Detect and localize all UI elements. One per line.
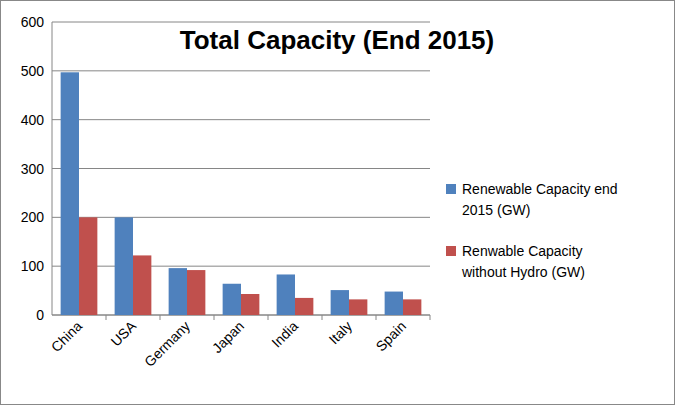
bar [61,72,79,315]
legend-swatch [446,246,456,256]
y-tick-label: 0 [36,307,44,323]
x-tick-label: Italy [326,318,355,347]
bars [61,72,422,315]
grid-line [52,119,430,120]
legend-line: Renwable Capacity [462,243,583,259]
y-tick-label: 500 [21,63,45,79]
x-tick [322,315,323,320]
bar [223,284,241,315]
x-tick-label: China [48,318,85,355]
chart: 0 100 200 300 400 500 600 China USAGermany Japan I… [0,0,675,405]
x-tick [430,315,431,320]
legend-line: without Hydro (GW) [461,264,585,280]
y-tick-label: 100 [21,258,45,274]
legend-swatch [446,184,456,194]
y-tick-label: 200 [21,209,45,225]
grid-line [52,70,430,71]
bar [331,290,349,315]
bar [403,299,421,315]
legend-line: 2015 (GW) [462,202,530,218]
x-tick-label: Germany [141,318,193,370]
grid-line [52,266,430,267]
y-tick-label: 400 [21,112,45,128]
y-tick-label: 300 [21,161,45,177]
bar [115,217,133,315]
bar [349,299,367,315]
y-axis [52,22,53,315]
y-tick-label: 600 [21,14,45,30]
x-tick [214,315,215,320]
x-tick [376,315,377,320]
frame [1,1,675,405]
x-tick [106,315,107,320]
x-tick-label: Spain [372,318,409,355]
grid-line [52,217,430,218]
bar [295,298,313,315]
title: Total Capacity (End 2015) [180,25,495,55]
legend-label: Renewable Capacity end 2015 (GW) [462,181,618,218]
legend-line: Renewable Capacity end [462,181,618,197]
grid-line [52,168,430,169]
x-tick-label: USA [107,317,139,349]
bar [187,270,205,315]
x-tick [160,315,161,320]
bar [277,274,295,315]
bar [79,217,97,315]
bar [241,294,259,315]
x-tick-label: Japan [209,318,247,356]
grid-line [52,22,430,23]
x-tick [268,315,269,320]
bar [133,255,151,315]
bar [385,292,403,315]
x-tick-label: India [268,318,301,351]
bar [169,268,187,315]
legend-label: Renwable Capacity without Hydro (GW) [461,243,585,280]
